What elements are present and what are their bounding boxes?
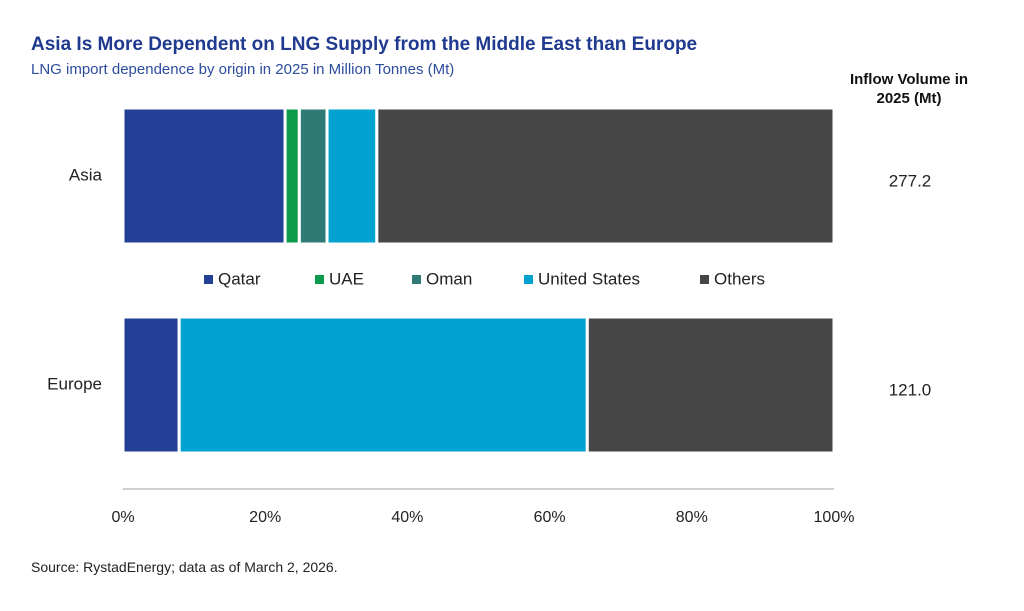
inflow-value-europe: 121.0 — [889, 380, 932, 399]
legend: Qatar UAE Oman United States Others — [204, 269, 765, 288]
category-labels: Asia Europe — [47, 165, 102, 393]
bar-europe-united-states — [177, 315, 589, 455]
legend-swatch-qatar — [204, 275, 213, 284]
chart-title: Asia Is More Dependent on LNG Supply fro… — [31, 34, 698, 55]
legend-item-others: Others — [700, 269, 765, 288]
chart-subtitle: LNG import dependence by origin in 2025 … — [31, 61, 455, 78]
x-tick-label: 80% — [676, 509, 708, 526]
x-tick-label: 40% — [391, 509, 423, 526]
legend-label-uae: UAE — [329, 269, 364, 288]
x-axis: 0% 20% 40% 60% 80% 100% — [111, 488, 855, 526]
legend-label-qatar: Qatar — [218, 269, 261, 288]
inflow-values: 277.2 121.0 — [889, 171, 932, 399]
bar-asia-united-states — [325, 106, 379, 246]
x-tick-label: 20% — [249, 509, 281, 526]
inflow-volume-header: Inflow Volume in 2025 (Mt) — [849, 71, 969, 107]
category-label-asia: Asia — [69, 165, 103, 184]
source-note: Source: RystadEnergy; data as of March 2… — [31, 559, 338, 575]
x-tick-label: 100% — [814, 509, 855, 526]
legend-swatch-oman — [412, 275, 421, 284]
bar-europe-qatar — [121, 315, 181, 455]
x-tick-label: 60% — [534, 509, 566, 526]
legend-item-uae: UAE — [315, 269, 364, 288]
bar-asia-oman — [297, 106, 329, 246]
x-tick-label: 0% — [111, 509, 134, 526]
inflow-value-asia: 277.2 — [889, 171, 932, 190]
category-label-europe: Europe — [47, 374, 102, 393]
legend-swatch-united-states — [524, 275, 533, 284]
legend-label-united-states: United States — [538, 269, 640, 288]
legend-item-qatar: Qatar — [204, 269, 261, 288]
bar-europe-others — [585, 315, 836, 455]
legend-swatch-others — [700, 275, 709, 284]
legend-label-oman: Oman — [426, 269, 472, 288]
bars-group — [121, 106, 836, 455]
bar-asia-others — [375, 106, 836, 246]
bar-asia-uae — [283, 106, 301, 246]
legend-swatch-uae — [315, 275, 324, 284]
bar-asia-qatar — [121, 106, 287, 246]
legend-item-united-states: United States — [524, 269, 640, 288]
legend-item-oman: Oman — [412, 269, 472, 288]
legend-label-others: Others — [714, 269, 765, 288]
